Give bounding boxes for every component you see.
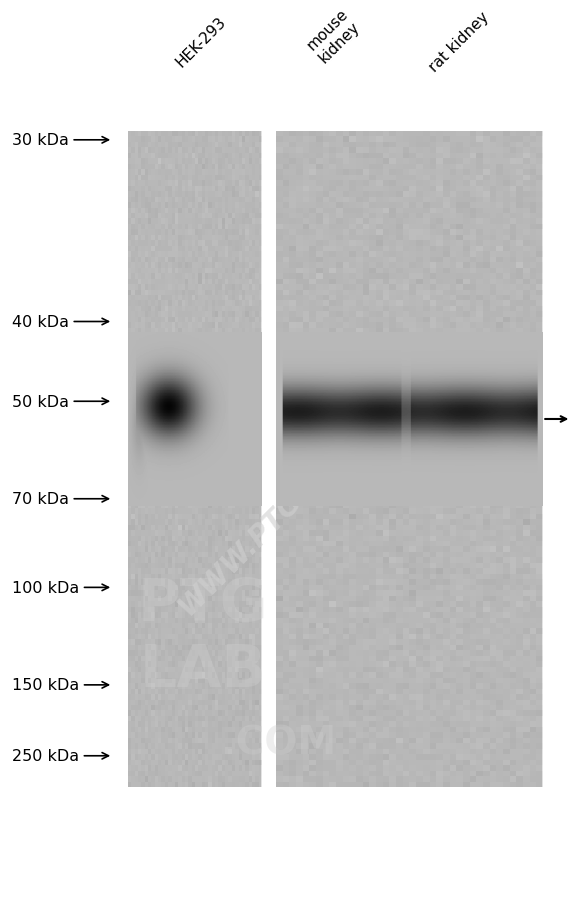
Text: 100 kDa: 100 kDa [12, 580, 108, 595]
Text: 250 kDa: 250 kDa [12, 749, 108, 763]
Bar [276, 132, 542, 787]
Text: .COM: .COM [221, 723, 336, 761]
Bar [128, 132, 261, 787]
Text: 30 kDa: 30 kDa [12, 133, 108, 148]
Text: 40 kDa: 40 kDa [12, 315, 108, 329]
Text: WWW.PTGLAB.COM: WWW.PTGLAB.COM [172, 386, 408, 621]
Bar [261, 132, 276, 787]
Text: 150 kDa: 150 kDa [12, 677, 108, 693]
Text: HEK-293: HEK-293 [173, 14, 229, 70]
Text: mouse
kidney: mouse kidney [304, 6, 363, 66]
Text: 70 kDa: 70 kDa [12, 492, 108, 507]
Text: rat kidney: rat kidney [426, 10, 491, 75]
Text: 50 kDa: 50 kDa [12, 394, 108, 410]
Text: PTG
LAB: PTG LAB [138, 575, 268, 698]
